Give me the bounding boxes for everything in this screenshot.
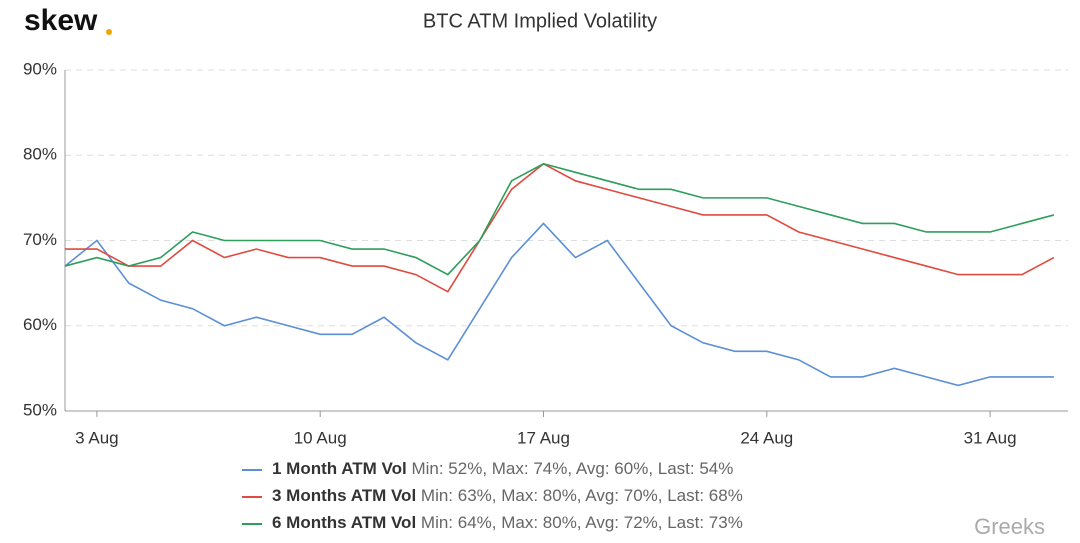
x-tick-label: 31 Aug [964, 428, 1017, 447]
x-tick-label: 10 Aug [294, 428, 347, 447]
y-tick-label: 80% [23, 145, 57, 164]
chart-title: BTC ATM Implied Volatility [423, 10, 657, 32]
legend-name: 6 Months ATM Vol [272, 513, 416, 532]
y-tick-label: 60% [23, 315, 57, 334]
y-tick-label: 70% [23, 230, 57, 249]
x-tick-label: 24 Aug [740, 428, 793, 447]
watermark: Greeks [974, 514, 1045, 539]
legend-entry: 3 Months ATM Vol Min: 63%, Max: 80%, Avg… [272, 486, 743, 505]
legend-entry: 1 Month ATM Vol Min: 52%, Max: 74%, Avg:… [272, 459, 733, 478]
legend-name: 1 Month ATM Vol [272, 459, 407, 478]
series-line [64, 222, 1054, 387]
brand-dot [106, 29, 112, 35]
legend-name: 3 Months ATM Vol [272, 486, 416, 505]
x-tick-label: 17 Aug [517, 428, 570, 447]
legend-entry: 6 Months ATM Vol Min: 64%, Max: 80%, Avg… [272, 513, 743, 532]
y-tick-label: 50% [23, 400, 57, 419]
series-line [65, 162, 1055, 293]
y-tick-label: 90% [23, 59, 57, 78]
series-line [64, 162, 1055, 276]
brand-logo: skew [24, 4, 98, 37]
legend-stats: Min: 52%, Max: 74%, Avg: 60%, Last: 54% [411, 459, 733, 478]
x-tick-label: 3 Aug [75, 428, 119, 447]
legend-stats: Min: 64%, Max: 80%, Avg: 72%, Last: 73% [421, 513, 743, 532]
legend-stats: Min: 63%, Max: 80%, Avg: 70%, Last: 68% [421, 486, 743, 505]
